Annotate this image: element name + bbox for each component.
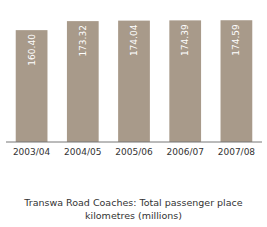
- x-tick-label: 2007/08: [218, 147, 256, 157]
- bars: [16, 20, 253, 142]
- data-label: 173.32: [78, 25, 88, 57]
- bar: [118, 21, 150, 142]
- x-axis-line: [6, 142, 262, 143]
- title-line: kilometres (millions): [85, 210, 182, 221]
- data-labels: 160.40 173.32 174.04 174.39 174.59: [27, 24, 242, 66]
- title-line: Transwa Road Coaches: Total passenger pl…: [23, 197, 242, 208]
- data-label: 174.04: [129, 24, 139, 56]
- title: Transwa Road Coaches: Total passenger pl…: [23, 197, 242, 221]
- data-label: 160.40: [27, 34, 37, 66]
- x-axis: 2003/04 2004/05 2005/06 2006/07 2007/08: [6, 142, 262, 157]
- x-tick-label: 2006/07: [167, 147, 204, 157]
- bar: [16, 30, 48, 142]
- chart-container: 160.40173.32174.04174.39174.592003/04200…: [0, 0, 267, 227]
- data-label: 174.39: [180, 24, 190, 56]
- bar: [221, 20, 253, 142]
- x-tick-label: 2004/05: [64, 147, 101, 157]
- bar: [169, 20, 201, 142]
- x-tick-label: 2005/06: [115, 147, 153, 157]
- x-tick-label: 2003/04: [13, 147, 51, 157]
- bar: [67, 21, 99, 142]
- data-label: 174.59: [231, 24, 241, 56]
- chart-svg: 160.40173.32174.04174.39174.592003/04200…: [0, 0, 267, 227]
